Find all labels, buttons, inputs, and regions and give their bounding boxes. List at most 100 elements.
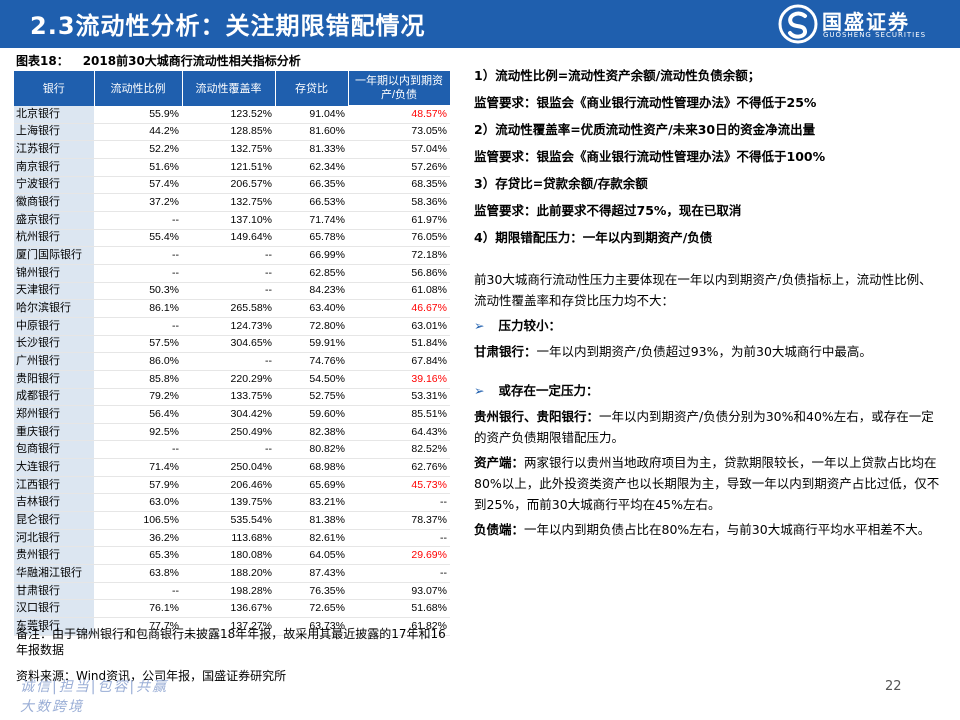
table-row: 江苏银行 52.2% 132.75% 81.33% 57.04% <box>14 140 450 159</box>
table-row: 杭州银行 55.4% 149.64% 65.78% 76.05% <box>14 229 450 248</box>
bank-name-cell: 徽商银行 <box>14 193 94 212</box>
value-cell: 65.69% <box>275 476 348 495</box>
bank-name-cell: 锦州银行 <box>14 264 94 283</box>
req-lcr: 监管要求：银监会《商业银行流动性管理办法》不得低于100% <box>474 149 826 164</box>
value-cell: -- <box>94 211 182 230</box>
value-cell: -- <box>94 264 182 283</box>
liability-side-paragraph: 负债端：一年以内到期负债占比在80%左右，与前30大城商行平均水平相差不大。 <box>474 522 931 537</box>
value-cell: 56.4% <box>94 405 182 424</box>
value-cell: -- <box>182 352 275 371</box>
bank-name-cell: 贵州银行 <box>14 546 94 566</box>
bank-name-cell: 华融湘江银行 <box>14 564 94 583</box>
value-cell: 86.0% <box>94 352 182 371</box>
value-cell: 57.5% <box>94 335 182 354</box>
value-cell: 52.75% <box>275 388 348 407</box>
value-cell: 58.36% <box>348 193 450 212</box>
value-cell: 76.35% <box>275 582 348 601</box>
value-cell: 139.75% <box>182 493 275 513</box>
value-cell: 63.0% <box>94 493 182 513</box>
intro-paragraph: 前30大城商行流动性压力主要体现在一年以内到期资产/负债指标上，流动性比例、流动… <box>474 272 932 308</box>
company-logo: 国盛证券 GUOSHENG SECURITIES <box>778 4 948 44</box>
value-cell: 59.91% <box>275 335 348 354</box>
value-cell: 71.4% <box>94 458 182 477</box>
value-cell: 180.08% <box>182 546 275 566</box>
value-cell: 93.07% <box>348 582 450 601</box>
value-cell: 123.52% <box>182 105 275 124</box>
table-row: 南京银行 51.6% 121.51% 62.34% 57.26% <box>14 158 450 177</box>
value-cell: 137.10% <box>182 211 275 230</box>
value-cell: 82.38% <box>275 423 348 442</box>
bank-name-cell: 吉林银行 <box>14 493 94 513</box>
value-cell: 66.35% <box>275 176 348 195</box>
logo-text-en: GUOSHENG SECURITIES <box>823 31 927 39</box>
slide-title: 2.3流动性分析：关注期限错配情况 <box>30 12 426 40</box>
value-cell: 65.78% <box>275 229 348 248</box>
table-row: 吉林银行 63.0% 139.75% 83.21% -- <box>14 493 450 513</box>
asset-side-paragraph: 资产端：两家银行以贵州当地政府项目为主，贷款期限较长，一年以上贷款占比均在80%… <box>474 455 940 512</box>
slide-header: 2.3流动性分析：关注期限错配情况 国盛证券 GUOSHENG SECURITI… <box>0 0 960 48</box>
value-cell: 85.51% <box>348 405 450 424</box>
value-cell: 265.58% <box>182 299 275 318</box>
value-cell: 149.64% <box>182 229 275 248</box>
value-cell: 81.38% <box>275 511 348 530</box>
bank-name-cell: 昆仑银行 <box>14 511 94 530</box>
value-cell: 220.29% <box>182 370 275 389</box>
bank-name-cell: 长沙银行 <box>14 335 94 354</box>
data-source: 资料来源：Wind资讯，公司年报，国盛证券研究所 <box>16 669 287 683</box>
value-cell: -- <box>94 246 182 265</box>
value-cell: 53.31% <box>348 388 450 407</box>
bank-name-cell: 北京银行 <box>14 105 94 124</box>
value-cell: 62.34% <box>275 158 348 177</box>
value-cell: 71.74% <box>275 211 348 230</box>
value-cell: 44.2% <box>94 123 182 142</box>
value-cell: -- <box>94 440 182 460</box>
value-cell: 87.43% <box>275 564 348 583</box>
footer-watermark: 大数跨境 <box>20 699 84 715</box>
value-cell: 46.67% <box>348 299 450 318</box>
page-number: 22 <box>885 679 902 694</box>
value-cell: 188.20% <box>182 564 275 583</box>
bank-name-cell: 广州银行 <box>14 352 94 371</box>
table-row: 广州银行 86.0% -- 74.76% 67.84% <box>14 352 450 371</box>
value-cell: 81.60% <box>275 123 348 142</box>
table-row: 上海银行 44.2% 128.85% 81.60% 73.05% <box>14 123 450 142</box>
arrow-bullet-icon: ➢ <box>474 383 485 398</box>
value-cell: 52.2% <box>94 140 182 159</box>
col-header-bank: 银行 <box>14 70 95 106</box>
value-cell: 206.57% <box>182 176 275 195</box>
value-cell: 73.05% <box>348 123 450 142</box>
value-cell: 121.51% <box>182 158 275 177</box>
analysis-panel: 1）流动性比例=流动性资产余额/流动性负债余额； 监管要求：银监会《商业银行流动… <box>474 62 940 540</box>
value-cell: 132.75% <box>182 193 275 212</box>
value-cell: 61.97% <box>348 211 450 230</box>
bank-name-cell: 东莞银行 <box>14 617 94 636</box>
table-header-row: 银行 流动性比例 流动性覆盖率 存贷比 一年期以内到期资产/负债 <box>14 70 451 106</box>
value-cell: 48.57% <box>348 105 450 124</box>
value-cell: 535.54% <box>182 511 275 530</box>
bank-name-cell: 贵阳银行 <box>14 370 94 389</box>
value-cell: 72.80% <box>275 317 348 336</box>
bank-name-cell: 河北银行 <box>14 529 94 548</box>
bank-name-cell: 郑州银行 <box>14 405 94 424</box>
liquidity-table: 银行 流动性比例 流动性覆盖率 存贷比 一年期以内到期资产/负债 北京银行 55.… <box>14 70 451 636</box>
value-cell: 74.76% <box>275 352 348 371</box>
table-row: 昆仑银行 106.5% 535.54% 81.38% 78.37% <box>14 511 450 530</box>
value-cell: 250.49% <box>182 423 275 442</box>
figure-number: 图表18： <box>16 54 69 68</box>
value-cell: 250.04% <box>182 458 275 477</box>
value-cell: 59.60% <box>275 405 348 424</box>
value-cell: 55.4% <box>94 229 182 248</box>
value-cell: 72.65% <box>275 599 348 619</box>
value-cell: 92.5% <box>94 423 182 442</box>
value-cell: 51.6% <box>94 158 182 177</box>
value-cell: 304.65% <box>182 335 275 354</box>
value-cell: 63.8% <box>94 564 182 583</box>
value-cell: 61.82% <box>348 617 450 636</box>
bank-name-cell: 天津银行 <box>14 282 94 301</box>
bank-name-cell: 成都银行 <box>14 388 94 407</box>
value-cell: 66.99% <box>275 246 348 265</box>
value-cell: 36.2% <box>94 529 182 548</box>
value-cell: 39.16% <box>348 370 450 389</box>
value-cell: 63.01% <box>348 317 450 336</box>
table-row: 华融湘江银行 63.8% 188.20% 87.43% -- <box>14 564 450 583</box>
